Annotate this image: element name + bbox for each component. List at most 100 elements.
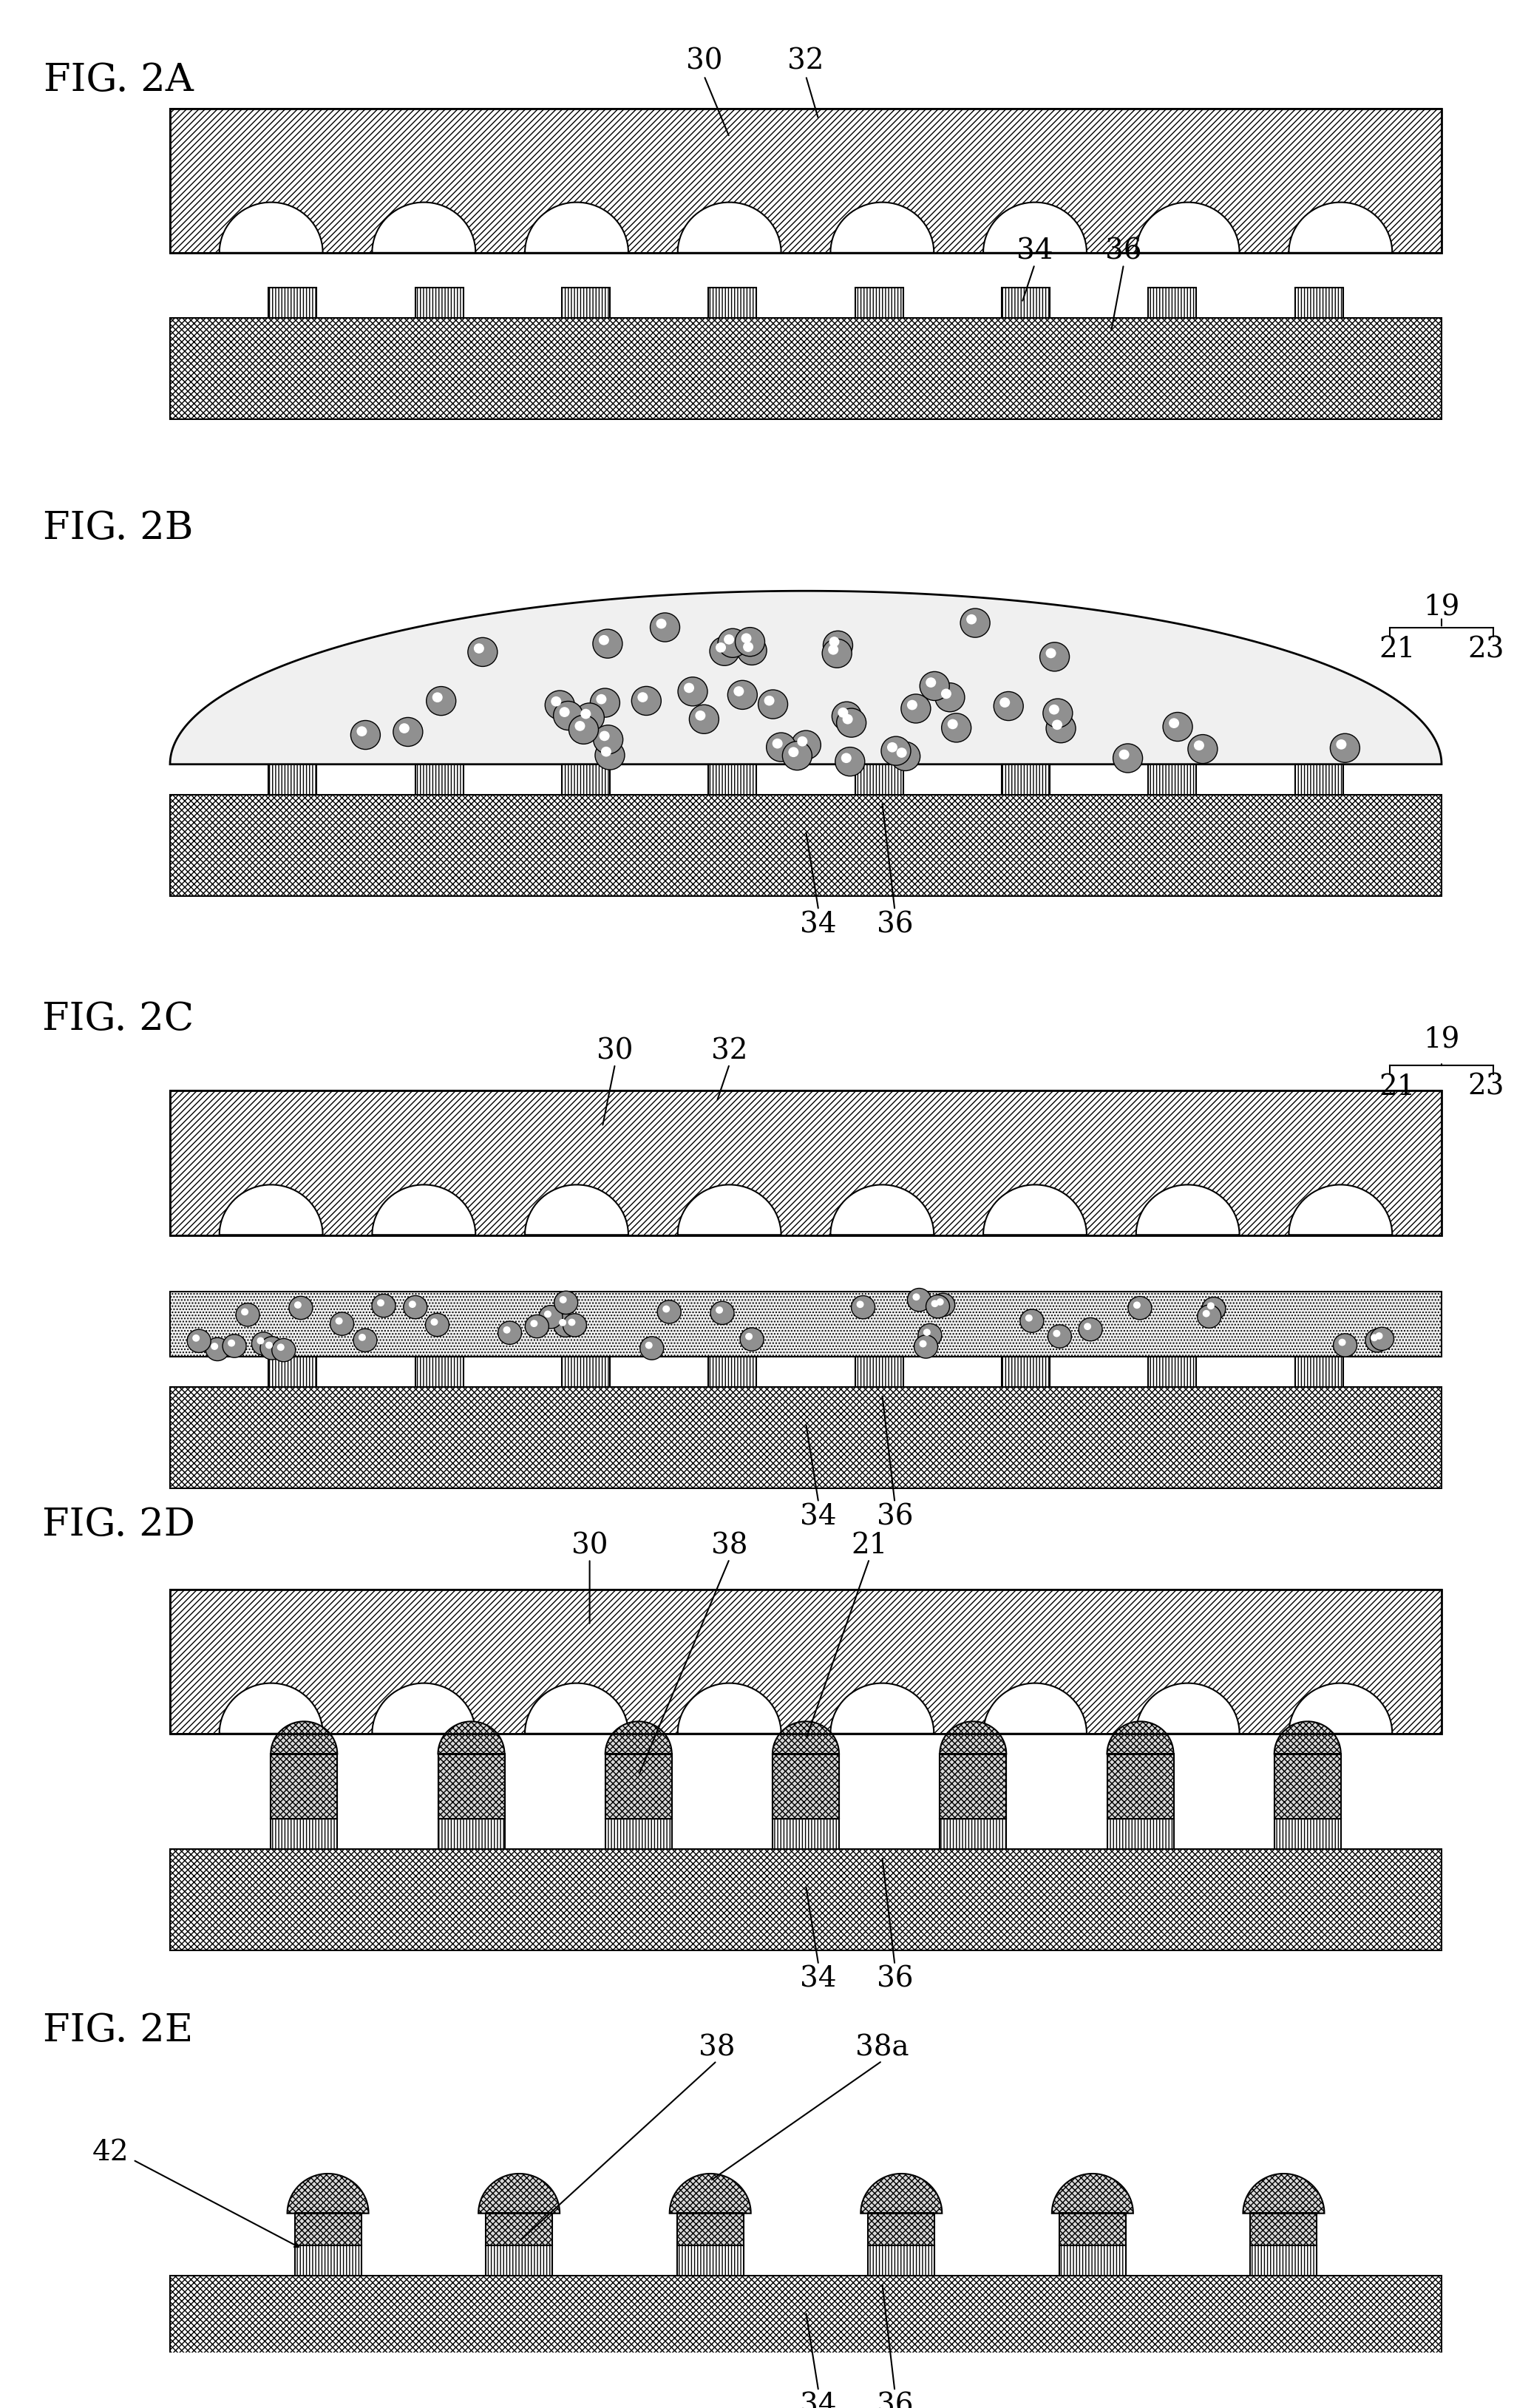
Polygon shape [678,1683,781,1734]
Circle shape [1202,1310,1209,1317]
Bar [605,1818,672,1849]
Circle shape [1113,744,1142,773]
Circle shape [591,689,620,718]
Circle shape [187,1329,211,1353]
Bar [773,1818,839,1849]
Bar [605,1753,672,1818]
Circle shape [1337,739,1346,749]
Bar [1001,763,1050,795]
Circle shape [920,672,949,701]
Circle shape [882,737,911,766]
Circle shape [733,686,744,696]
Text: 19: 19 [1424,595,1459,621]
Polygon shape [1289,1185,1392,1235]
Circle shape [637,691,648,703]
Bar [1148,287,1196,318]
Circle shape [715,643,726,653]
Circle shape [574,703,605,732]
Text: 21: 21 [851,1531,888,1560]
Text: 30: 30 [597,1038,634,1064]
Circle shape [193,1334,199,1341]
Circle shape [354,1329,377,1351]
Polygon shape [678,202,781,253]
Circle shape [228,1339,236,1346]
Bar [1274,1753,1341,1818]
Circle shape [1020,1310,1044,1332]
Circle shape [897,746,906,759]
Text: FIG. 2D: FIG. 2D [41,1505,194,1544]
Circle shape [400,722,409,734]
Circle shape [1370,1334,1378,1341]
Circle shape [908,1288,931,1312]
Circle shape [409,1300,416,1308]
Bar [170,1589,1442,1734]
Bar [268,1356,317,1387]
Bar [268,763,317,795]
Circle shape [948,720,958,730]
Bar [562,287,609,318]
Text: 34: 34 [801,910,837,939]
Bar [170,1387,1442,1488]
Text: FIG. 2C: FIG. 2C [43,999,194,1038]
Bar [856,287,903,318]
Text: 36: 36 [1105,238,1142,265]
Circle shape [831,701,862,730]
Circle shape [906,701,917,710]
Polygon shape [438,1722,505,1753]
Bar [271,1753,337,1818]
Circle shape [294,1300,302,1308]
Circle shape [830,636,839,648]
Bar [438,1753,505,1818]
Circle shape [251,1332,276,1356]
Circle shape [914,1334,939,1358]
Circle shape [1133,1300,1141,1308]
Bar [1107,1753,1174,1818]
Bar [485,2244,553,2276]
Circle shape [1084,1322,1092,1329]
Polygon shape [940,1722,1006,1753]
Circle shape [739,1327,764,1351]
Text: FIG. 2B: FIG. 2B [43,508,193,547]
Circle shape [351,720,380,749]
Circle shape [663,1305,671,1312]
Circle shape [645,1341,652,1348]
Circle shape [926,1296,949,1317]
Text: 36: 36 [877,2391,912,2408]
Polygon shape [669,2174,750,2213]
Circle shape [1202,1298,1226,1320]
Bar [1001,287,1050,318]
Bar [773,1753,839,1818]
Bar [170,1849,1442,1950]
Text: 34: 34 [1017,238,1053,265]
Circle shape [710,1300,733,1324]
Circle shape [596,694,606,703]
Polygon shape [525,1683,628,1734]
Bar [709,1356,756,1387]
Circle shape [828,645,839,655]
Circle shape [596,742,625,771]
Circle shape [570,715,599,744]
Circle shape [1026,1315,1032,1322]
Circle shape [602,746,611,756]
Bar [1148,763,1196,795]
Circle shape [592,628,623,657]
Circle shape [792,730,821,759]
Circle shape [735,628,766,657]
Bar [562,1356,609,1387]
Bar [170,1091,1442,1235]
Circle shape [1197,1305,1222,1327]
Text: 23: 23 [1468,636,1503,662]
Circle shape [277,1344,285,1351]
Text: 30: 30 [686,48,723,75]
Circle shape [273,1339,295,1361]
Circle shape [372,1293,395,1317]
Text: 38a: 38a [856,2035,909,2061]
Bar [170,108,1442,253]
Circle shape [764,696,775,706]
Circle shape [758,689,788,718]
Bar [1274,1818,1341,1849]
Circle shape [798,737,807,746]
Circle shape [205,1339,230,1361]
Bar [271,1818,337,1849]
Circle shape [1046,648,1056,657]
